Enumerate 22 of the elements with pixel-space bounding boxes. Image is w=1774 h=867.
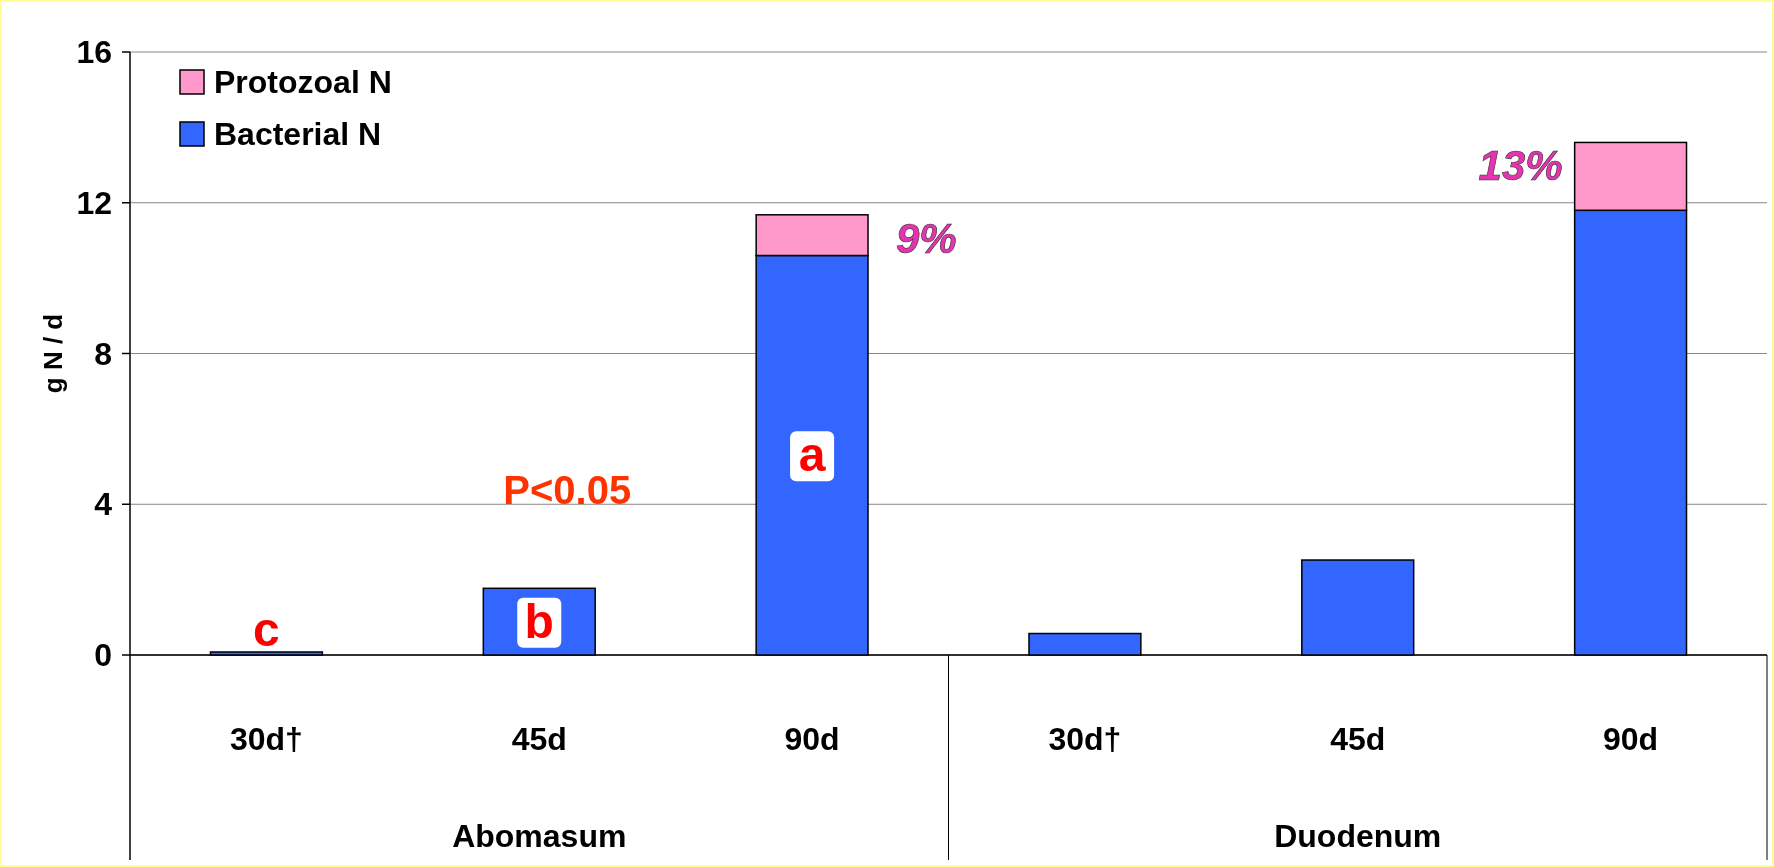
- y-tick-label: 16: [76, 34, 112, 70]
- data-label: a: [798, 428, 826, 482]
- y-tick-label: 4: [94, 486, 113, 523]
- y-tick-label: 12: [76, 184, 112, 221]
- y-tick-label: 8: [94, 335, 112, 372]
- y-tick-label: 0: [94, 637, 112, 673]
- x-tick-label: 45d: [1330, 721, 1386, 757]
- annotation: P<0.05: [503, 468, 632, 513]
- legend-label: Bacterial N: [214, 116, 382, 152]
- text: Abomasum: [452, 818, 627, 854]
- annotation: 9%: [896, 214, 957, 262]
- legend-label: Protozoal N: [214, 64, 392, 100]
- x-tick-label: 45d: [511, 721, 567, 757]
- x-tick-label: 90d: [784, 721, 840, 757]
- x-tick-label: 30d†: [1048, 721, 1122, 757]
- x-tick-label: 90d: [1603, 721, 1659, 757]
- annotation: 13%: [1478, 142, 1563, 190]
- text: Duodenum: [1274, 818, 1442, 854]
- x-tick-label: 30d†: [229, 721, 303, 757]
- data-label: b: [524, 594, 554, 648]
- y-axis-title: g N / d: [38, 313, 68, 394]
- data-label: c: [253, 602, 280, 656]
